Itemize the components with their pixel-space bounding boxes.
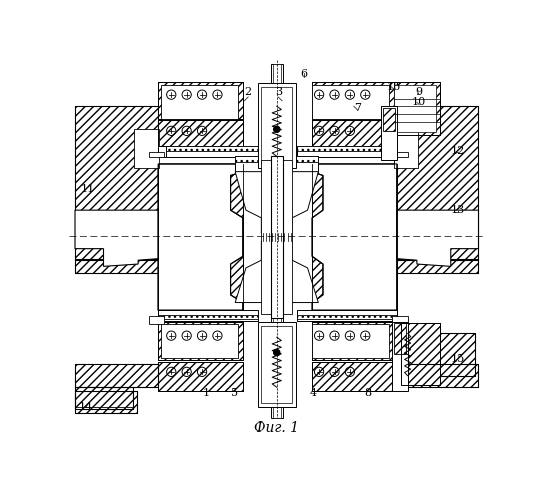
Bar [402,324,440,385]
Bar [75,258,158,272]
Bar [392,322,408,391]
Bar [297,310,397,321]
Bar [235,156,319,172]
Bar [75,391,137,412]
Text: 13: 13 [450,205,465,215]
Bar [75,258,158,272]
Bar [75,387,133,406]
Text: 5: 5 [231,388,238,398]
Bar [158,322,243,360]
Bar [394,106,478,260]
Bar [392,152,408,157]
Polygon shape [235,172,318,233]
Bar [381,106,397,160]
Polygon shape [397,210,478,266]
Circle shape [274,350,280,356]
Text: Фиг. 1: Фиг. 1 [254,421,299,435]
Polygon shape [312,164,397,310]
Text: 16: 16 [387,82,401,92]
Bar [392,316,408,324]
Bar [394,84,436,132]
Bar [75,106,158,260]
Bar [271,156,283,318]
Text: 11: 11 [81,184,95,194]
Bar [149,316,164,324]
Bar [158,315,258,320]
Bar [429,334,475,376]
Bar [75,106,158,260]
Bar [273,64,281,418]
Bar [394,258,478,272]
Bar [312,120,397,147]
Text: 1: 1 [202,388,210,398]
Bar [258,83,296,168]
Bar [158,82,243,118]
Bar [158,146,258,157]
Bar [394,82,440,136]
Bar [312,120,397,147]
Bar [297,146,397,151]
Text: 6: 6 [300,69,307,79]
Bar [261,160,292,314]
Bar [394,82,440,136]
Text: 10: 10 [412,98,426,108]
Bar [134,130,159,168]
Bar [394,130,418,168]
Bar [394,364,478,388]
Bar [158,82,243,118]
Bar [235,156,319,162]
Bar [297,146,397,157]
Bar [271,64,283,418]
Polygon shape [158,164,243,310]
Bar [312,362,397,391]
Bar [312,82,397,118]
Bar [312,322,397,360]
Bar [158,310,258,321]
Bar [258,322,296,406]
Bar [312,164,397,310]
Bar [261,326,292,402]
Bar [394,324,406,354]
Bar [312,84,389,118]
Bar [297,315,397,320]
Bar [75,364,158,388]
Text: 7: 7 [354,102,361,113]
Text: 8: 8 [364,388,371,398]
Bar [312,362,397,391]
Bar [312,82,397,118]
Bar [383,108,395,131]
Bar [75,387,133,409]
Bar [261,87,292,164]
Bar [394,258,478,272]
Bar [312,322,397,360]
Bar [158,146,166,157]
Circle shape [274,126,280,132]
Bar [75,364,158,388]
Bar [149,152,164,157]
Bar [75,391,137,412]
Bar [158,164,243,310]
Bar [158,322,243,360]
Text: 9: 9 [416,88,423,98]
Bar [394,106,478,260]
Bar [312,324,389,358]
Text: 14: 14 [79,402,93,411]
Bar [158,120,243,147]
Text: 2: 2 [245,88,252,98]
Bar [158,120,243,147]
Bar [429,334,475,376]
Polygon shape [235,241,318,302]
Text: 3: 3 [275,88,282,98]
Bar [161,84,238,118]
Text: 4: 4 [310,388,318,398]
Bar [158,146,258,151]
Bar [394,364,478,388]
Text: 15: 15 [450,354,465,364]
Bar [402,324,440,385]
Bar [158,362,243,391]
Bar [161,324,238,358]
Text: 12: 12 [450,146,465,156]
Polygon shape [75,210,158,266]
Bar [158,362,243,391]
